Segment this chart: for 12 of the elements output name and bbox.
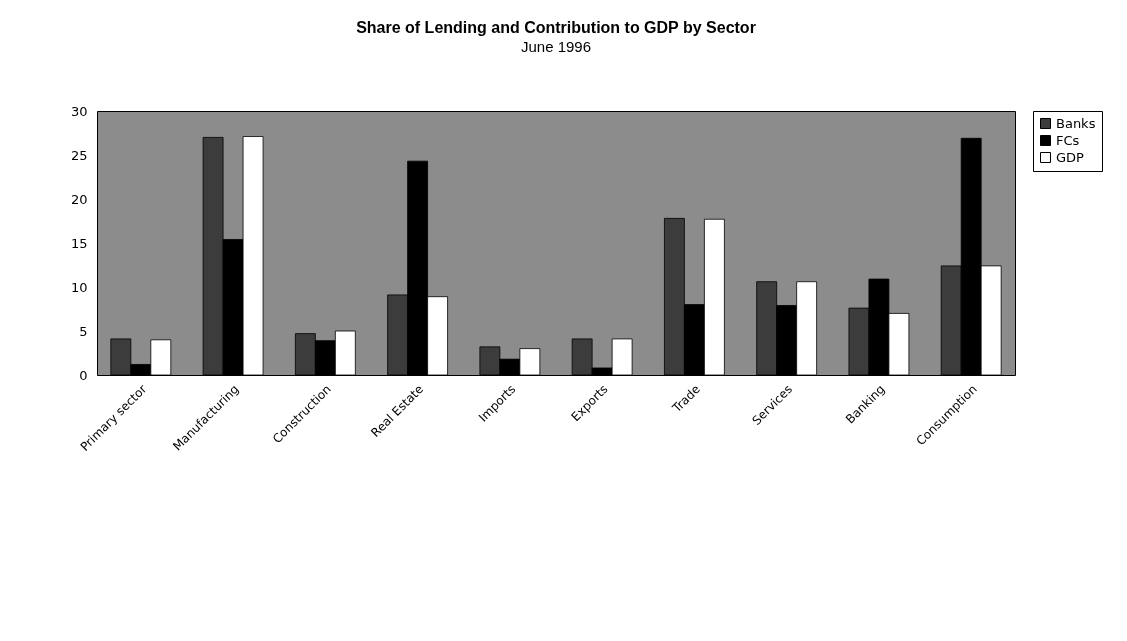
- legend-label: FCs: [1056, 132, 1080, 148]
- chart-subtitle: June 1996: [520, 38, 592, 55]
- chart-title: Share of Lending and Contribution to GDP by Sector: [356, 19, 756, 36]
- y-tick-label: 15: [70, 235, 88, 251]
- y-tick-label: 20: [70, 191, 88, 207]
- y-tick-label: 0: [79, 367, 88, 383]
- y-tick-label: 25: [70, 147, 88, 163]
- legend-label: Banks: [1056, 115, 1096, 131]
- legend-label: GDP: [1056, 149, 1085, 165]
- y-tick-label: 30: [70, 103, 88, 119]
- y-tick-label: 5: [79, 323, 88, 339]
- y-tick-label: 10: [70, 279, 88, 295]
